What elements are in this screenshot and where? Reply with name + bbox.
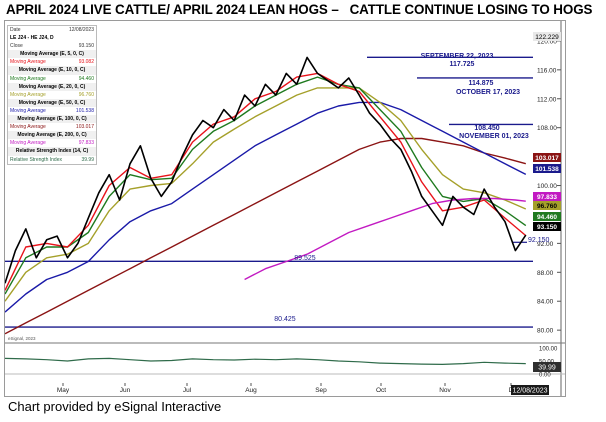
legend-header: Relative Strength Index (14, C) xyxy=(8,147,96,156)
legend-header: Moving Average (E, 5, 0, C) xyxy=(8,50,96,59)
price-tag: 101.538 xyxy=(535,166,559,173)
price-tag: 93.150 xyxy=(537,224,557,231)
y-tick-label: 88.00 xyxy=(537,270,554,277)
y-tick-label: 84.00 xyxy=(537,299,554,306)
price-chart: 80.0084.0088.0092.0096.00100.00104.00108… xyxy=(4,21,565,396)
ma-line xyxy=(4,101,527,313)
ma-line xyxy=(244,197,526,281)
legend-value-label: Moving Average xyxy=(10,59,46,66)
x-tick-label: Oct xyxy=(376,387,386,394)
legend-value-number: 97.833 xyxy=(78,140,94,147)
legend-value-label: Moving Average xyxy=(10,75,46,82)
annotation-89525: 89.525 xyxy=(294,255,316,262)
rsi-tick-label: 100.00 xyxy=(539,347,558,353)
y-tick-label: 120.00 xyxy=(537,38,557,45)
legend-value-number: 94.460 xyxy=(78,75,94,82)
legend-value-label: Moving Average xyxy=(10,140,46,147)
series-lines xyxy=(4,56,527,335)
legend-value-label: Moving Average xyxy=(10,124,46,131)
chart-caption: Chart provided by eSignal Interactive xyxy=(8,399,222,414)
annotation-sep22-value: 117.725 xyxy=(450,61,475,68)
legend-value-row: Moving Average 94.460 xyxy=(8,75,96,83)
legend-header: Moving Average (E, 100, 0, C) xyxy=(8,115,96,124)
ma-line xyxy=(4,87,527,302)
chart-panel: 80.0084.0088.0092.0096.00100.00104.00108… xyxy=(4,20,566,397)
legend-value-number: 103.017 xyxy=(75,124,94,131)
x-tick-label: May xyxy=(57,387,70,394)
x-tick-label: Jun xyxy=(120,387,131,394)
horizontal-levels xyxy=(5,56,533,328)
price-tag: 103.017 xyxy=(535,155,559,162)
legend-value-label: Relative Strength Index xyxy=(10,156,62,163)
legend-header: Moving Average (E, 200, 0, C) xyxy=(8,131,96,140)
price-tag-bg xyxy=(533,201,561,210)
legend-value-row: Moving Average 97.833 xyxy=(8,139,96,147)
y-tick-label: 112.00 xyxy=(537,96,557,103)
legend-date-label: Date xyxy=(10,27,21,33)
y-tick-label: 108.00 xyxy=(537,125,557,132)
date-tag: 12/08/2023 xyxy=(512,388,547,395)
annotation-oct17-date: OCTOBER 17, 2023 xyxy=(456,89,520,96)
rsi-line xyxy=(4,357,526,366)
annotation-92150: 92.150 xyxy=(528,237,550,244)
y-tick-label: 100.00 xyxy=(537,183,557,190)
legend-header: Moving Average (E, 10, 0, C) xyxy=(8,66,96,75)
price-tags: 103.017 101.538 97.833 96.760 94.460 93.150 xyxy=(533,153,561,231)
legend-value-row: Moving Average 93.082 xyxy=(8,58,96,66)
rsi-tick-label: 0.00 xyxy=(539,373,551,379)
legend-value-number: 96.760 xyxy=(78,91,94,98)
top-price-tag: 122.229 xyxy=(535,34,559,41)
price-tag: 94.460 xyxy=(537,214,557,221)
data-window: Date 12/08/2023 LE J24 - HE J24, D Close… xyxy=(7,25,97,165)
legend-value-number: 101.538 xyxy=(75,107,94,114)
x-tick-label: Nov xyxy=(439,387,451,394)
x-axis: MayJunJulAugSepOctNovD xyxy=(57,383,514,394)
rsi-tag: 39.99 xyxy=(538,365,556,372)
annotation-oct17-value: 114.875 xyxy=(469,80,494,87)
annotation-nov01-value: 108.450 xyxy=(474,125,499,132)
legend-value-row: Moving Average 101.538 xyxy=(8,107,96,115)
legend-date-value: 12/08/2023 xyxy=(68,27,94,33)
legend-value-number: 93.082 xyxy=(78,59,94,66)
legend-close-value: 93.150 xyxy=(78,43,94,50)
legend-value-label: Moving Average xyxy=(10,91,46,98)
legend-header: Moving Average (E, 50, 0, C) xyxy=(8,98,96,107)
legend-header: Moving Average (E, 20, 0, C) xyxy=(8,82,96,91)
ma-line xyxy=(4,72,527,291)
legend-date-row: Date 12/08/2023 xyxy=(8,26,96,34)
price-line xyxy=(4,56,527,284)
legend-value-row: Moving Average 103.017 xyxy=(8,123,96,131)
annotation-sep22-date: SEPTEMBER 22, 2023 xyxy=(421,53,494,60)
top-price-tag-bg xyxy=(533,32,561,41)
ma-line xyxy=(4,76,527,295)
y-tick-label: 80.00 xyxy=(537,328,554,335)
legend-value-row: Relative Strength Index 39.99 xyxy=(8,156,96,164)
legend-close-label: Close xyxy=(10,43,23,50)
legend-symbol: LE J24 - HE J24, D xyxy=(10,35,54,42)
price-tag: 96.760 xyxy=(537,203,557,210)
price-tag: 97.833 xyxy=(537,194,557,201)
date-tag-bg xyxy=(511,385,549,395)
legend-close-row: Close 93.150 xyxy=(8,42,96,50)
x-tick-label: Jul xyxy=(183,387,192,394)
ma-line xyxy=(4,137,526,335)
x-tick-label: Aug xyxy=(245,387,257,394)
legend-value-label: Moving Average xyxy=(10,107,46,114)
annotation-nov01-date: NOVEMBER 01, 2023 xyxy=(459,133,529,140)
legend-rows: Moving Average (E, 5, 0, C) Moving Averag… xyxy=(8,50,96,163)
x-tick-label: Sep xyxy=(315,387,327,394)
y-tick-label: 92.00 xyxy=(537,241,554,248)
rsi-source-label: eSignal, 2023 xyxy=(8,336,36,341)
price-tag-bg xyxy=(533,212,561,221)
rsi-tag-bg xyxy=(533,362,561,372)
y-tick-label: 116.00 xyxy=(537,67,557,74)
legend-value-row: Moving Average 96.760 xyxy=(8,91,96,99)
legend-value-number: 39.99 xyxy=(81,156,94,163)
price-tag-bg xyxy=(533,192,561,201)
price-tag-bg xyxy=(533,222,561,231)
chart-headline: APRIL 2024 LIVE CATTLE/ APRIL 2024 LEAN … xyxy=(6,2,593,17)
annotation-80425: 80.425 xyxy=(274,316,296,323)
price-tag-bg xyxy=(533,164,561,173)
price-tag-bg xyxy=(533,153,561,162)
